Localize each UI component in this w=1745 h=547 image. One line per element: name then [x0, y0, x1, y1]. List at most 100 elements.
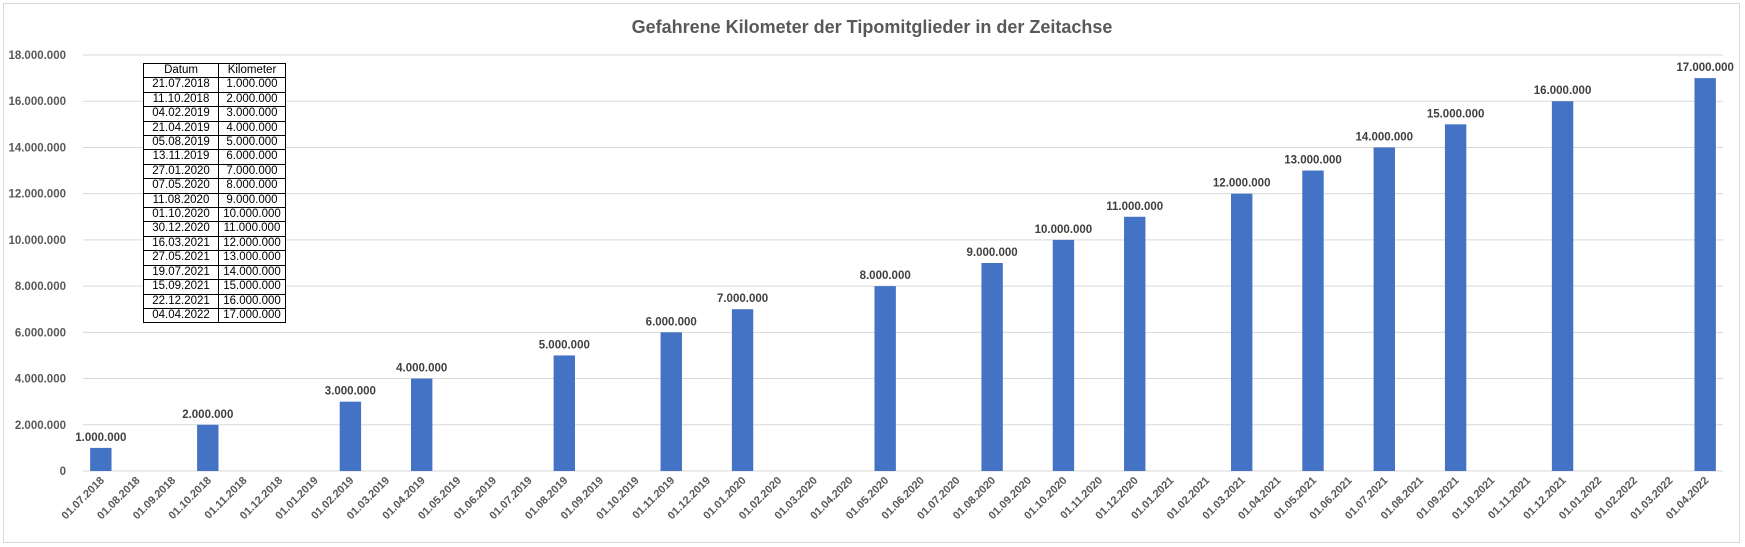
cell-datum: 04.04.2022: [143, 307, 219, 324]
cell-kilometer: 10.000.000: [218, 207, 286, 223]
cell-datum: 01.10.2020: [143, 207, 219, 223]
cell-datum: 11.08.2020: [143, 192, 219, 209]
cell-kilometer: 3.000.000: [218, 106, 286, 122]
table-row: 22.12.2021 16.000.000: [143, 293, 286, 309]
cell-datum: 30.12.2020: [143, 221, 219, 237]
data-label: 13.000.000: [1284, 155, 1342, 167]
y-tick-label: 0: [60, 466, 66, 478]
y-tick-label: 6.000.000: [15, 327, 66, 339]
x-axis-ticks: 01.07.201801.08.201801.09.201801.10.2018…: [60, 475, 1712, 522]
bar[interactable]: [411, 378, 433, 471]
bar[interactable]: [553, 355, 575, 471]
data-label: 11.000.000: [1106, 201, 1163, 213]
data-label: 7.000.000: [717, 293, 768, 305]
bar[interactable]: [197, 424, 219, 471]
y-tick-label: 18.000.000: [8, 50, 66, 62]
column-header-kilometer: Kilometer: [218, 62, 286, 79]
cell-datum: 15.09.2021: [143, 279, 219, 295]
table-row: 07.05.2020 8.000.000: [143, 178, 286, 194]
cell-datum: 04.02.2019: [143, 106, 219, 122]
table-row: 27.01.2020 7.000.000: [143, 163, 286, 180]
y-axis-ticks: 0 2.000.000 4.000.000 6.000.000 8.000.000 10.…: [8, 50, 66, 478]
cell-kilometer: 17.000.000: [218, 307, 286, 324]
cell-datum: 21.07.2018: [143, 77, 219, 93]
bar[interactable]: [660, 332, 682, 471]
table-header-row: Datum Kilometer: [143, 62, 286, 79]
bar[interactable]: [981, 263, 1003, 471]
bar[interactable]: [731, 309, 754, 471]
cell-kilometer: 5.000.000: [218, 135, 286, 151]
cell-datum: 13.11.2019: [143, 149, 219, 165]
data-labels: 1.000.0002.000.0003.000.0004.000.0005.00…: [75, 62, 1734, 444]
table-row: 21.04.2019 4.000.000: [143, 120, 286, 137]
cell-kilometer: 2.000.000: [218, 91, 286, 108]
data-label: 14.000.000: [1356, 131, 1414, 143]
data-label: 1.000.000: [75, 432, 126, 444]
cell-kilometer: 8.000.000: [218, 178, 286, 194]
data-table: Datum Kilometer 21.07.2018 1.000.000 11.10…: [143, 62, 286, 324]
bar[interactable]: [1124, 216, 1146, 471]
table-row: 27.05.2021 13.000.000: [143, 250, 286, 266]
cell-datum: 05.08.2019: [143, 135, 219, 151]
table-row: 16.03.2021 12.000.000: [143, 235, 286, 252]
table-row: 04.04.2022 17.000.000: [143, 307, 286, 324]
bar[interactable]: [1231, 193, 1253, 471]
cell-datum: 27.05.2021: [143, 250, 219, 266]
cell-kilometer: 4.000.000: [218, 120, 286, 137]
table-row: 11.08.2020 9.000.000: [143, 192, 286, 209]
data-label: 8.000.000: [860, 270, 911, 282]
bar[interactable]: [1052, 239, 1075, 471]
bar[interactable]: [1551, 101, 1574, 471]
y-tick-label: 8.000.000: [15, 281, 66, 293]
table-row: 11.10.2018 2.000.000: [143, 91, 286, 108]
bar[interactable]: [1694, 78, 1716, 471]
column-header-datum: Datum: [143, 62, 219, 79]
cell-kilometer: 6.000.000: [218, 149, 286, 165]
bar[interactable]: [1302, 170, 1324, 472]
bar[interactable]: [874, 286, 896, 471]
cell-kilometer: 14.000.000: [218, 264, 286, 281]
chart-title: Gefahrene Kilometer der Tipomitglieder i…: [632, 17, 1113, 37]
y-tick-label: 2.000.000: [15, 420, 66, 432]
data-label: 2.000.000: [182, 409, 233, 421]
data-label: 15.000.000: [1427, 108, 1485, 120]
table-row: 01.10.2020 10.000.000: [143, 207, 286, 223]
cell-kilometer: 1.000.000: [218, 77, 286, 93]
y-tick-label: 4.000.000: [15, 374, 66, 386]
data-label: 17.000.000: [1676, 62, 1734, 74]
y-tick-label: 16.000.000: [8, 96, 66, 108]
y-tick-label: 10.000.000: [8, 235, 66, 247]
data-label: 6.000.000: [646, 316, 697, 328]
bar[interactable]: [90, 447, 112, 471]
cell-datum: 19.07.2021: [143, 264, 219, 281]
bar[interactable]: [339, 401, 362, 471]
cell-kilometer: 12.000.000: [218, 235, 286, 252]
table-row: 30.12.2020 11.000.000: [143, 221, 286, 237]
data-label: 4.000.000: [396, 363, 447, 375]
cell-kilometer: 15.000.000: [218, 279, 286, 295]
y-tick-label: 12.000.000: [8, 189, 66, 201]
cell-kilometer: 13.000.000: [218, 250, 286, 266]
bar[interactable]: [1373, 147, 1395, 471]
cell-datum: 22.12.2021: [143, 293, 219, 309]
data-label: 3.000.000: [325, 386, 376, 398]
cell-datum: 11.10.2018: [143, 91, 219, 108]
cell-kilometer: 7.000.000: [218, 163, 286, 180]
bar[interactable]: [1444, 124, 1467, 471]
cell-datum: 07.05.2020: [143, 178, 219, 194]
table-row: 13.11.2019 6.000.000: [143, 149, 286, 165]
data-label: 12.000.000: [1213, 178, 1271, 190]
table-row: 19.07.2021 14.000.000: [143, 264, 286, 281]
data-label: 10.000.000: [1035, 224, 1093, 236]
cell-datum: 21.04.2019: [143, 120, 219, 137]
cell-datum: 27.01.2020: [143, 163, 219, 180]
table-row: 21.07.2018 1.000.000: [143, 77, 286, 93]
y-tick-label: 14.000.000: [8, 142, 66, 154]
bars: [90, 78, 1716, 472]
cell-kilometer: 11.000.000: [218, 221, 286, 237]
cell-datum: 16.03.2021: [143, 235, 219, 252]
cell-kilometer: 9.000.000: [218, 192, 286, 209]
data-label: 9.000.000: [967, 247, 1018, 259]
table-row: 05.08.2019 5.000.000: [143, 135, 286, 151]
